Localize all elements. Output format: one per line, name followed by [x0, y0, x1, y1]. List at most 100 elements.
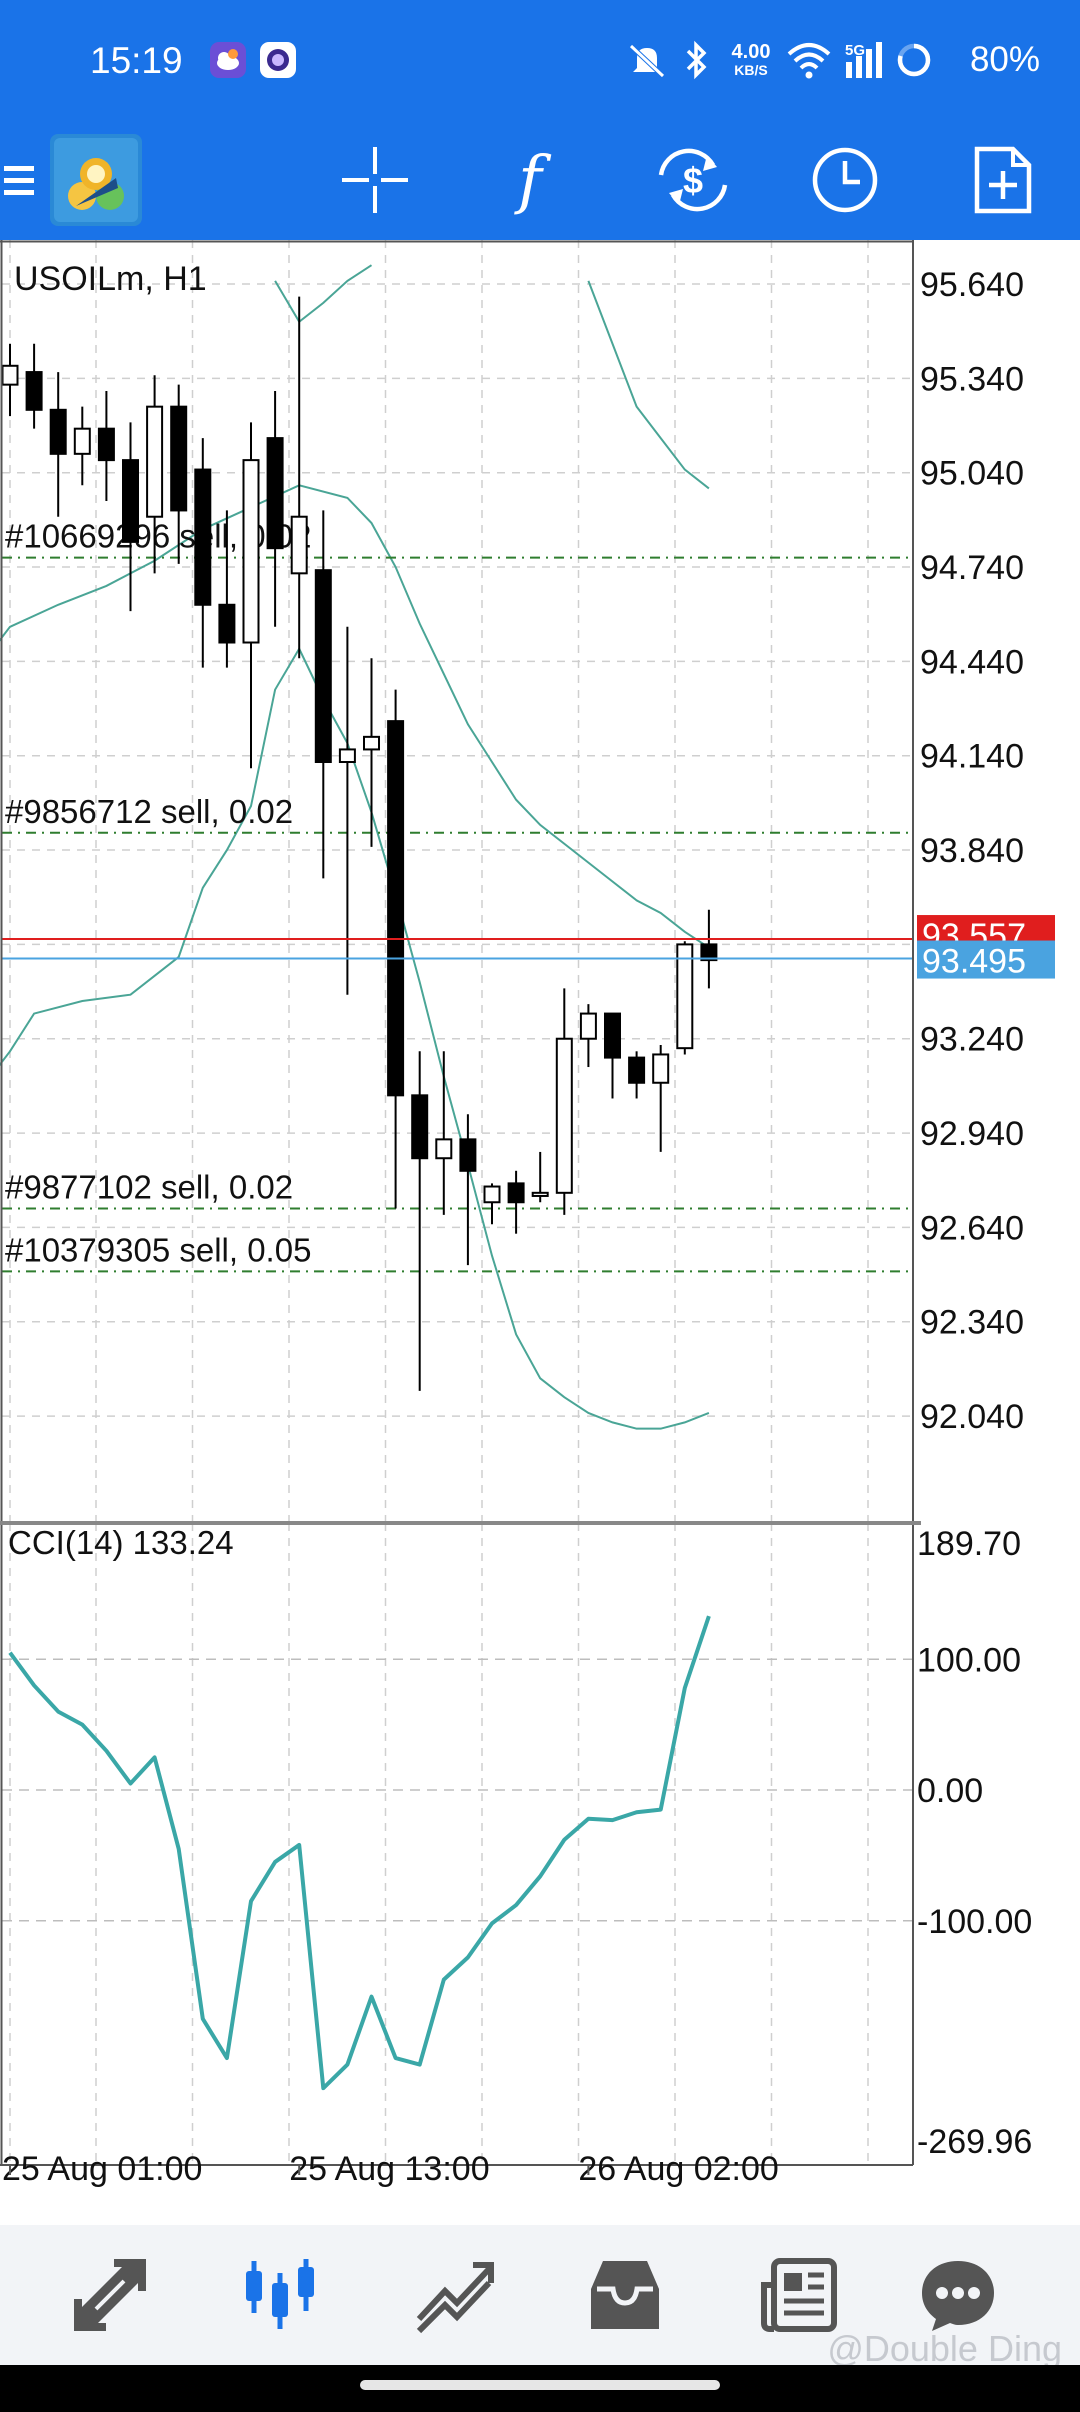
candle — [555, 988, 573, 1215]
candle-body — [700, 943, 718, 962]
candle-body — [676, 943, 694, 1050]
candle — [435, 1051, 453, 1215]
nav-news[interactable] — [730, 2225, 870, 2365]
menu-button[interactable] — [0, 120, 40, 240]
price-tick-label: 92.640 — [920, 1209, 1024, 1247]
price-chart-panel[interactable]: #10669296 sell, 0.02 #9856712 sell, 0.02 #… — [0, 240, 1080, 1523]
candle-body — [146, 405, 164, 518]
candle-body — [170, 405, 188, 512]
mute-icon — [629, 44, 665, 78]
order-label: #9877102 sell, 0.02 — [5, 1169, 293, 1206]
candle — [290, 296, 308, 659]
candle — [1, 343, 19, 417]
bollinger-upper-band — [587, 280, 710, 490]
cci-tick-label: -100.00 — [917, 1903, 1032, 1941]
messages-icon — [922, 2261, 994, 2331]
price-tick-label: 94.440 — [920, 643, 1024, 681]
indicators-button[interactable]: f — [480, 120, 580, 240]
candle-body — [266, 437, 284, 550]
crosshair-button[interactable] — [320, 120, 430, 240]
candle-body — [73, 427, 91, 455]
crosshair-icon — [342, 147, 408, 213]
cci-tick-label: -269.96 — [917, 2123, 1032, 2161]
signal-icon — [846, 42, 882, 78]
price-tick-label: 94.140 — [920, 738, 1024, 776]
cci-tick-label: 100.00 — [917, 1641, 1021, 1679]
svg-text:$: $ — [683, 160, 703, 201]
price-tick-label: 94.740 — [920, 549, 1024, 587]
nav-history[interactable] — [555, 2225, 695, 2365]
chart-area[interactable]: #10669296 sell, 0.02 #9856712 sell, 0.02 #… — [0, 240, 1080, 2200]
time-tick-label: 25 Aug 01:00 — [2, 2150, 202, 2188]
candle — [676, 941, 694, 1055]
candle-body — [628, 1056, 646, 1084]
bollinger-middle-band — [0, 484, 710, 949]
cci-tick-label: 189.70 — [917, 1525, 1021, 1563]
candle-body — [314, 569, 332, 764]
network-type: 5G — [844, 42, 865, 59]
bottom-navigation — [0, 2225, 1080, 2365]
candle — [531, 1151, 549, 1203]
timeframe-button[interactable] — [790, 120, 900, 240]
candle-body — [507, 1182, 525, 1204]
candle — [459, 1114, 477, 1266]
candle-body — [555, 1037, 573, 1194]
nav-trade[interactable] — [385, 2225, 525, 2365]
candle — [49, 372, 67, 517]
price-tick-label: 93.240 — [920, 1021, 1024, 1059]
candle — [314, 510, 332, 879]
cci-indicator-panel[interactable]: 189.70 100.00 0.00 -100.00 -269.96 — [2, 1523, 1032, 2165]
candle-body — [1, 364, 19, 386]
home-indicator[interactable] — [360, 2380, 720, 2390]
candle — [218, 510, 236, 668]
cci-tick-label: 0.00 — [917, 1772, 983, 1810]
price-tick-label: 92.340 — [920, 1304, 1024, 1342]
candle-body — [122, 459, 139, 543]
network-speed: 4.00 KB/S — [731, 41, 771, 78]
candle — [411, 1051, 429, 1391]
bid-price-badge — [917, 940, 1055, 979]
new-order-button[interactable] — [948, 120, 1058, 240]
trade-icon: $ — [658, 148, 728, 212]
candle — [242, 422, 260, 769]
candle — [579, 1004, 597, 1068]
candle-body — [49, 408, 67, 455]
time-tick-label: 25 Aug 13:00 — [289, 2150, 489, 2188]
chart-toolbar: f $ — [0, 120, 1080, 240]
trade-nav-icon — [416, 2262, 494, 2334]
candle-body — [363, 735, 380, 751]
candle-body — [194, 468, 212, 606]
trade-button[interactable]: $ — [638, 120, 748, 240]
metatrader-logo[interactable] — [46, 120, 146, 240]
candle-body — [338, 748, 356, 764]
nav-quotes[interactable] — [40, 2225, 180, 2365]
candle — [25, 343, 43, 429]
timeframe-icon — [812, 147, 878, 213]
candle-body — [290, 515, 308, 575]
cci-series-line — [8, 1615, 711, 2091]
nav-chart[interactable] — [210, 2225, 350, 2365]
battery-level: 80% — [969, 40, 1040, 79]
price-axis-background — [914, 240, 1080, 1523]
candle-body — [652, 1053, 670, 1084]
price-tick-label: 95.040 — [920, 455, 1024, 493]
candle-body — [435, 1138, 453, 1160]
app-notification-icon — [260, 42, 296, 78]
news-icon — [761, 2258, 837, 2332]
bollinger-lower-band — [0, 646, 710, 1430]
quotes-icon — [74, 2259, 146, 2331]
candle-body — [242, 459, 260, 644]
status-time: 15:19 — [90, 40, 183, 81]
price-tick-label: 92.040 — [920, 1398, 1024, 1436]
watermark: @Double Ding — [827, 2328, 1062, 2369]
wifi-icon — [787, 43, 831, 79]
candle-body — [604, 1012, 621, 1059]
new-order-icon — [974, 146, 1032, 214]
candle-body — [218, 603, 236, 644]
candle — [652, 1045, 670, 1152]
order-label: #9856712 sell, 0.02 — [5, 793, 293, 830]
indicators-icon: f — [518, 143, 542, 217]
nav-messages[interactable] — [888, 2225, 1028, 2365]
candle — [97, 390, 115, 502]
price-tick-label: 95.640 — [920, 266, 1024, 304]
